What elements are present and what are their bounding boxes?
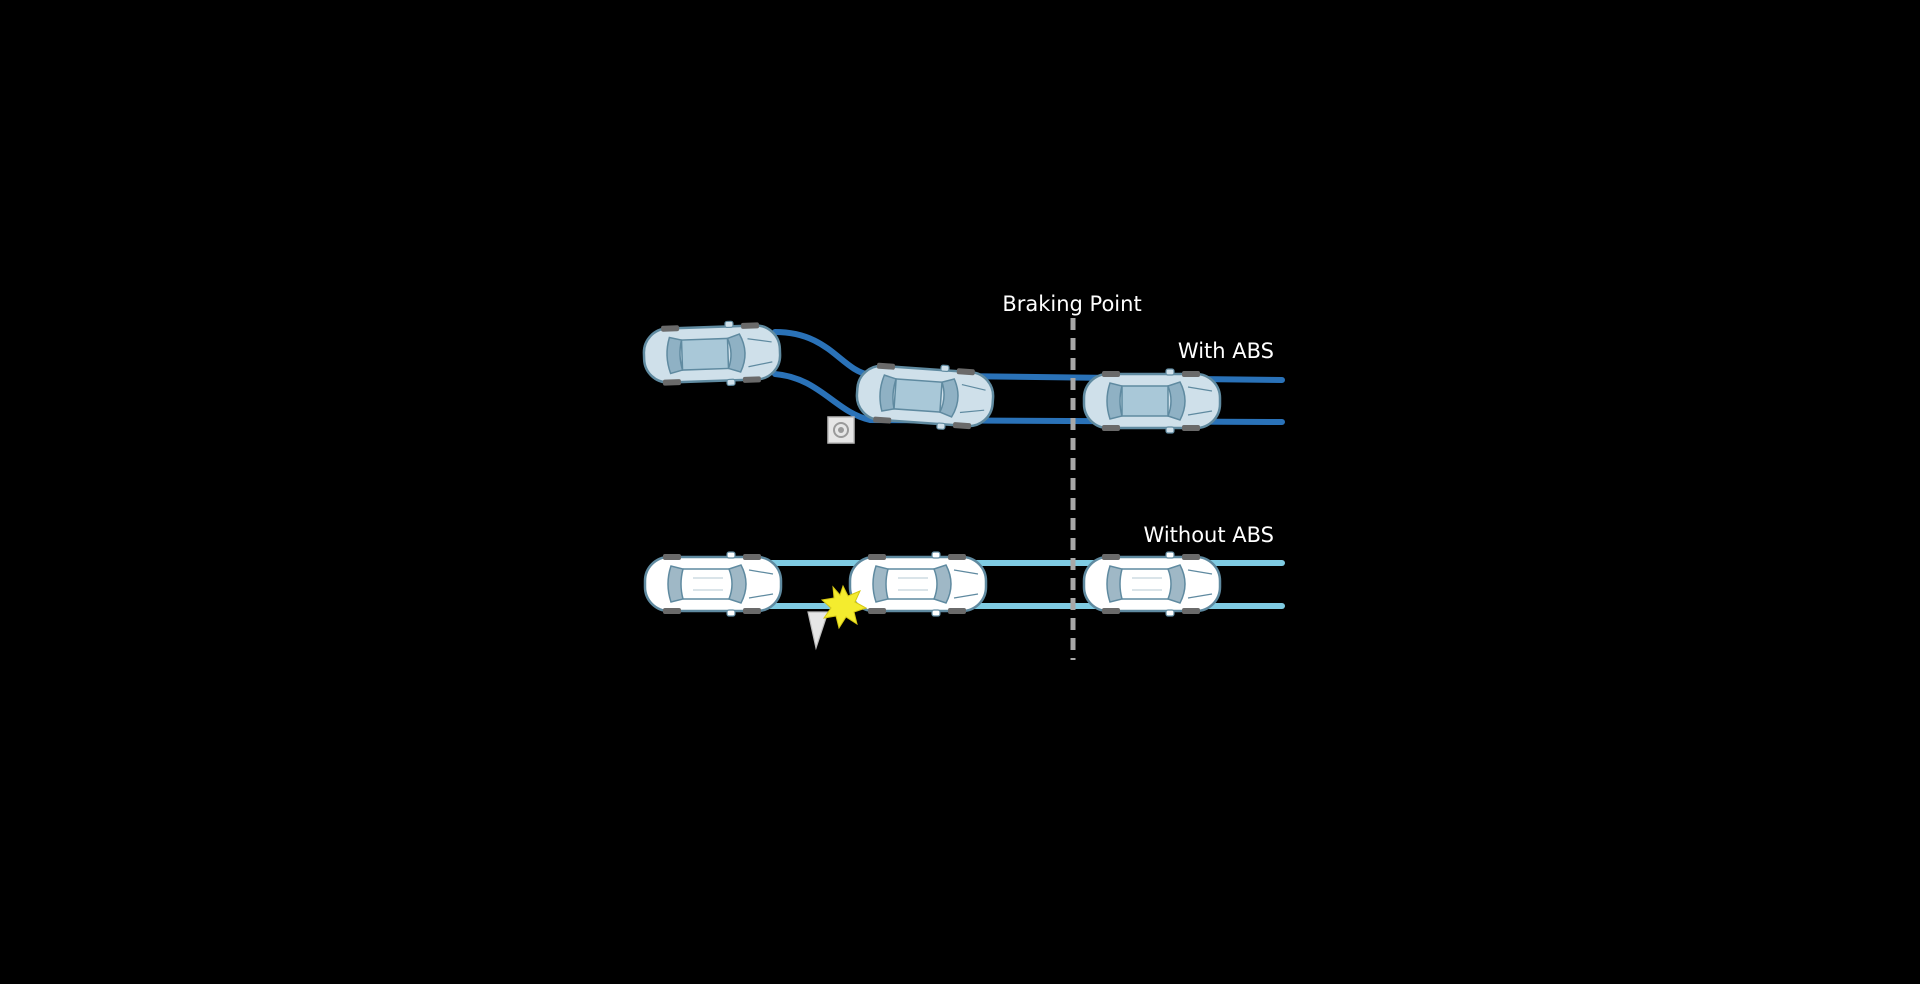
car-icon [643, 550, 783, 618]
car-icon [848, 550, 988, 618]
without-abs-label: Without ABS [1144, 523, 1274, 547]
car-icon [1082, 367, 1222, 435]
car-icon [853, 358, 997, 434]
braking-point-label: Braking Point [1002, 292, 1141, 316]
collision-star-icon [820, 584, 868, 630]
traffic-cone-icon [807, 611, 829, 651]
car-icon [1082, 550, 1222, 618]
with-abs-label: With ABS [1178, 339, 1274, 363]
with-abs-track-lower [772, 371, 1285, 425]
obstacle-icon [827, 416, 855, 444]
car-icon [641, 318, 783, 390]
